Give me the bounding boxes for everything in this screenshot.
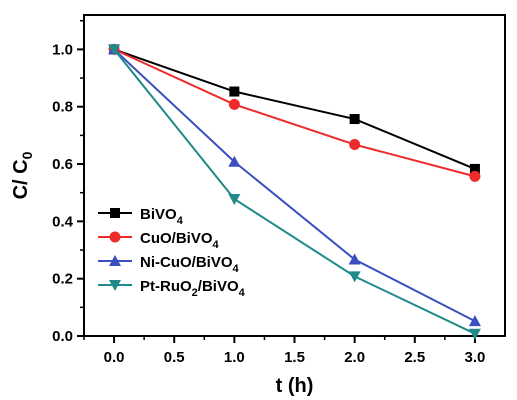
- y-axis-title-main: C/ C: [10, 159, 32, 199]
- legend-label: Pt-RuO2/BiVO4: [140, 278, 246, 299]
- series-line: [113, 48, 476, 335]
- y-tick-label: 0.0: [52, 328, 73, 345]
- legend: BiVO4 CuO/BiVO4 Ni-CuO/BiVO4 Pt-RuO2/BiVO4: [98, 206, 246, 299]
- legend-item: Ni-CuO/BiVO4: [98, 254, 240, 275]
- y-tick-label: 0.2: [52, 271, 73, 288]
- data-point: [228, 155, 241, 167]
- series-2: [108, 43, 481, 327]
- x-tick-label: 3.0: [464, 349, 485, 366]
- y-tick-label: 0.8: [52, 99, 73, 116]
- x-tick-label: 0.0: [104, 349, 125, 366]
- legend-marker: [109, 280, 121, 291]
- legend-item: CuO/BiVO4: [98, 230, 220, 251]
- x-axis: 0.0 0.5 1.0 1.5 2.0 2.5 3.0: [83, 336, 485, 366]
- data-point: [469, 170, 481, 182]
- y-axis-title: C/ C0: [10, 151, 35, 199]
- legend-item: Pt-RuO2/BiVO4: [98, 278, 246, 299]
- y-tick-label: 0.4: [52, 213, 74, 230]
- series-layer: [108, 43, 481, 340]
- legend-label: BiVO4: [140, 206, 184, 227]
- x-tick-label: 0.5: [164, 349, 185, 366]
- data-point: [228, 98, 240, 110]
- data-point: [468, 328, 481, 340]
- series-0: [109, 44, 480, 174]
- legend-item: BiVO4: [98, 206, 184, 227]
- legend-marker: [110, 208, 120, 218]
- data-point: [349, 139, 361, 151]
- data-point: [469, 163, 480, 174]
- legend-marker: [109, 255, 121, 266]
- y-axis: 0.0 0.2 0.4 0.6 0.8 1.0: [52, 19, 84, 345]
- x-tick-label: 2.0: [344, 349, 365, 366]
- legend-marker: [109, 231, 121, 243]
- data-point: [228, 194, 241, 206]
- y-tick-label: 0.6: [52, 156, 73, 173]
- data-point: [348, 271, 361, 283]
- legend-label: Ni-CuO/BiVO4: [140, 254, 240, 275]
- x-tick-label: 1.5: [284, 349, 305, 366]
- x-axis-title: t (h): [276, 375, 314, 397]
- y-axis-title-subscript: 0: [19, 151, 35, 159]
- data-point: [348, 253, 361, 265]
- data-point: [108, 44, 121, 56]
- series-line: [113, 48, 476, 322]
- series-line: [113, 48, 476, 170]
- x-tick-label: 2.5: [404, 349, 425, 366]
- series-3: [108, 44, 481, 340]
- y-tick-label: 1.0: [52, 41, 73, 58]
- series-line: [113, 48, 476, 178]
- data-point: [229, 86, 240, 97]
- data-point: [468, 315, 481, 327]
- x-tick-label: 1.0: [224, 349, 245, 366]
- legend-label: CuO/BiVO4: [140, 230, 220, 251]
- data-point: [349, 114, 360, 125]
